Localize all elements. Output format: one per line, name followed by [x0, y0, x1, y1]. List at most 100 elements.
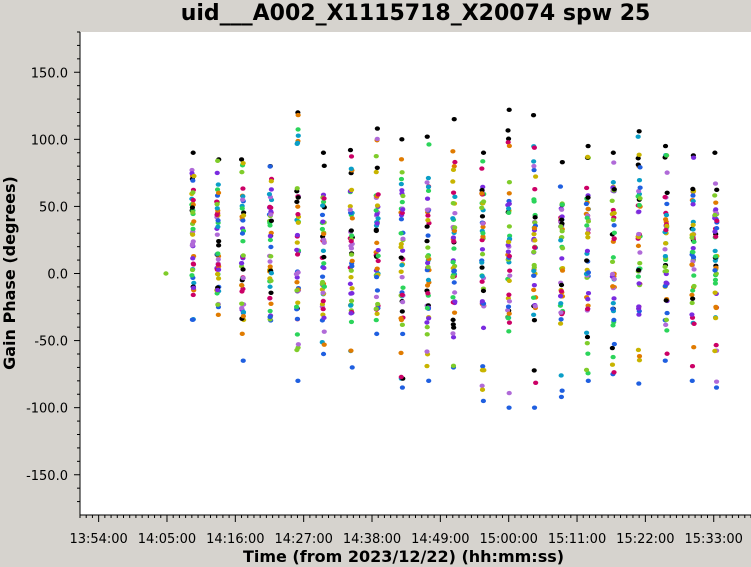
- data-point: [320, 150, 327, 155]
- data-point: [714, 226, 720, 231]
- x-tick-label: 14:05:00: [138, 532, 196, 547]
- data-point: [240, 160, 246, 166]
- data-point: [585, 297, 591, 302]
- data-point: [636, 281, 642, 286]
- data-point: [450, 322, 456, 327]
- data-point: [374, 221, 380, 226]
- data-point: [294, 240, 300, 245]
- data-point: [584, 330, 590, 335]
- data-point: [690, 186, 696, 192]
- data-point: [637, 196, 643, 201]
- data-point: [609, 259, 616, 264]
- data-point: [584, 258, 590, 263]
- data-point: [507, 268, 513, 273]
- data-point: [268, 301, 274, 306]
- data-point: [189, 241, 196, 247]
- data-point: [320, 351, 327, 357]
- data-point: [375, 301, 381, 307]
- data-point: [559, 268, 566, 273]
- data-point: [559, 256, 565, 261]
- data-point: [636, 357, 643, 363]
- data-point: [610, 217, 616, 223]
- data-point: [635, 274, 641, 279]
- data-point: [373, 306, 379, 311]
- data-point: [531, 167, 537, 173]
- data-point: [424, 134, 430, 139]
- data-point: [348, 154, 355, 159]
- data-point: [690, 198, 696, 204]
- data-point: [450, 259, 456, 265]
- data-point: [267, 164, 273, 169]
- data-point: [190, 292, 196, 298]
- data-point: [214, 291, 220, 296]
- data-point: [611, 317, 617, 323]
- data-point: [585, 219, 592, 224]
- data-point: [450, 363, 457, 369]
- data-point: [399, 385, 406, 390]
- data-point: [190, 317, 196, 322]
- data-point: [636, 231, 642, 237]
- data-point: [450, 235, 457, 240]
- data-point: [451, 228, 458, 234]
- data-point: [505, 136, 512, 141]
- data-point: [531, 226, 538, 231]
- data-point: [373, 169, 379, 175]
- data-point: [424, 349, 430, 354]
- y-tick-label: 100.0: [31, 133, 68, 148]
- data-point: [295, 133, 301, 138]
- data-point: [662, 194, 668, 200]
- data-point: [479, 383, 485, 389]
- data-point: [558, 317, 564, 322]
- data-point: [713, 234, 719, 239]
- data-point: [452, 299, 458, 304]
- data-point: [713, 200, 719, 205]
- data-point: [268, 178, 274, 184]
- data-point: [450, 335, 457, 340]
- data-point: [713, 315, 719, 321]
- data-point: [189, 167, 195, 173]
- data-point: [662, 253, 668, 259]
- data-point: [611, 370, 617, 375]
- data-point: [240, 218, 246, 223]
- data-point: [530, 295, 537, 300]
- data-point: [215, 267, 222, 272]
- data-point: [531, 368, 537, 373]
- data-point: [190, 210, 196, 215]
- data-point: [425, 233, 431, 238]
- data-point: [400, 248, 406, 253]
- data-point: [348, 238, 354, 244]
- data-point: [584, 231, 591, 236]
- data-point: [319, 212, 326, 218]
- data-point: [426, 142, 432, 147]
- data-point: [479, 166, 485, 171]
- data-point: [348, 298, 355, 304]
- data-point: [240, 267, 246, 272]
- data-point: [268, 270, 275, 276]
- data-point: [373, 227, 379, 233]
- data-point: [506, 107, 512, 113]
- data-point: [295, 378, 301, 384]
- data-point: [610, 300, 616, 306]
- data-point: [479, 191, 485, 196]
- data-point: [479, 247, 486, 252]
- data-point: [321, 163, 327, 169]
- data-point: [531, 273, 537, 278]
- data-point: [611, 230, 617, 236]
- data-point: [214, 212, 220, 217]
- data-point: [399, 199, 405, 205]
- data-point: [584, 248, 591, 254]
- data-point: [506, 320, 513, 325]
- data-point: [585, 270, 592, 275]
- data-point: [689, 364, 696, 369]
- data-point: [267, 264, 273, 269]
- data-point: [240, 213, 247, 218]
- data-point: [294, 279, 300, 285]
- data-point: [424, 324, 430, 330]
- data-point: [479, 187, 485, 193]
- data-point: [558, 238, 564, 243]
- data-point: [712, 150, 718, 155]
- data-point: [347, 147, 354, 153]
- data-point: [452, 194, 458, 200]
- data-point: [425, 213, 431, 218]
- data-point: [636, 209, 642, 214]
